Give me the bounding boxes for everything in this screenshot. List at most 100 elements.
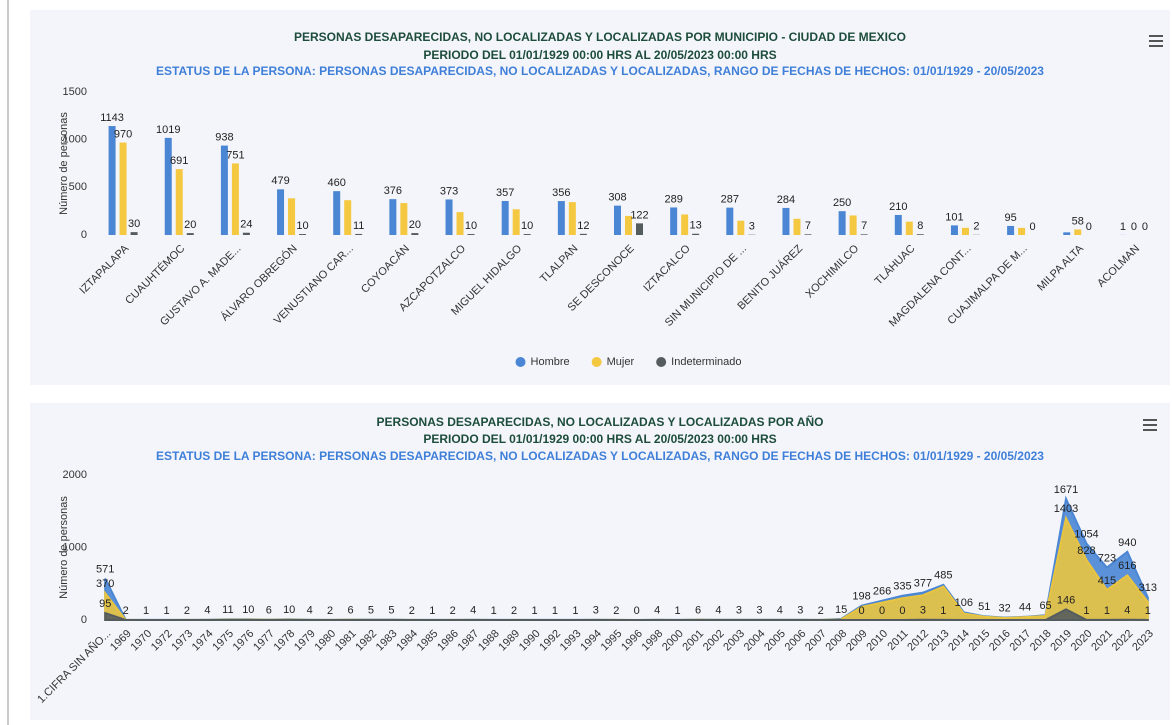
legend-label: Mujer [607,356,635,368]
legend-label: Indeterminado [671,356,741,368]
data-label: 1 [143,605,149,617]
data-label: 479 [271,175,289,187]
bar [568,202,576,235]
data-label: 415 [1098,575,1116,587]
bar [411,233,419,235]
data-label: 198 [852,591,870,603]
data-label: 101 [945,211,963,223]
data-label: 250 [833,197,851,209]
bar [681,214,689,235]
data-label: 373 [440,185,458,197]
data-label: 1 [1120,221,1126,233]
data-label: 0 [634,605,640,617]
bar [164,137,172,235]
data-label: 10 [242,604,254,616]
data-label: 7 [805,220,811,232]
data-label: 0 [1142,221,1148,233]
chart-title: PERIODO DEL 01/01/1929 00:00 HRS AL 20/0… [423,432,776,446]
data-label: 44 [1019,602,1031,614]
data-label: 571 [96,564,114,576]
data-label: 2 [409,605,415,617]
chart-title: PERSONAS DESAPARECIDAS, NO LOCALIZADAS Y… [377,414,824,429]
data-label: 938 [215,131,233,143]
bar [950,225,958,235]
bar [456,212,464,235]
data-label: 1143 [100,112,124,124]
y-tick-label: 2000 [63,469,87,481]
data-label: 65 [1039,600,1051,612]
bar [445,199,453,235]
data-label: 1671 [1054,484,1078,496]
data-label: 2 [327,605,333,617]
data-label: 4 [777,605,783,617]
data-label: 24 [240,219,252,231]
bar [636,223,643,235]
data-label: 7 [861,220,867,232]
bar [130,232,138,235]
data-label: 0 [1086,221,1092,233]
bar [905,221,913,235]
chart-subtitle: ESTATUS DE LA PERSONA: PERSONAS DESAPARE… [156,64,1044,78]
bar [860,234,868,235]
data-label: 691 [170,155,188,167]
menu-button[interactable] [1143,419,1157,431]
area [104,608,1149,621]
legend-marker [515,357,526,367]
data-label: 266 [873,586,891,598]
bar [242,232,250,235]
bar [186,233,194,235]
y-tick-label: 1500 [63,86,87,98]
data-label: 6 [347,604,353,616]
data-label: 95 [99,598,111,610]
data-label: 1 [1145,605,1151,617]
y-tick-label: 0 [81,614,87,626]
bar [1007,225,1015,235]
data-label: 308 [608,192,626,204]
data-label: 1 [1104,605,1110,617]
data-label: 4 [654,605,660,617]
data-label: 11 [353,220,364,232]
data-label: 1019 [156,124,180,136]
bar [894,214,902,235]
bar [916,234,924,235]
data-label: 335 [893,581,911,593]
data-label: 20 [184,219,196,231]
bar [726,207,734,235]
data-label: 30 [128,218,140,230]
data-label: 287 [721,194,739,206]
chart-title: PERSONAS DESAPARECIDAS, NO LOCALIZADAS Y… [294,30,906,44]
legend-marker [656,357,667,367]
data-label: 289 [664,193,682,205]
data-label: 5 [368,605,374,617]
bar [737,220,745,235]
data-label: 0 [879,605,885,617]
legend: Hombre Mujer Indeterminado [515,356,741,368]
data-label: 3 [736,605,742,617]
data-label: 3 [920,605,926,617]
data-label: 106 [955,597,973,609]
data-label: 12 [577,220,589,232]
data-label: 616 [1118,560,1136,572]
data-label: 20 [409,219,421,231]
data-label: 1 [163,605,169,617]
data-label: 95 [1004,212,1016,224]
data-label: 1 [552,605,558,617]
bar [692,233,700,235]
y-tick-label: 500 [69,181,87,193]
data-label: 313 [1139,582,1157,594]
bar [119,142,127,235]
data-label: 1054 [1074,528,1098,540]
legend-marker [591,357,602,367]
data-label: 10 [283,604,295,616]
data-label: 460 [328,177,346,189]
menu-button[interactable] [1149,35,1163,47]
bar [175,169,183,235]
bar [523,234,531,235]
bar [961,227,969,235]
bar [579,233,587,235]
panel [30,10,1170,385]
bar [670,207,678,235]
data-label: 2 [184,605,190,617]
bar [400,203,408,235]
bar [501,200,509,235]
